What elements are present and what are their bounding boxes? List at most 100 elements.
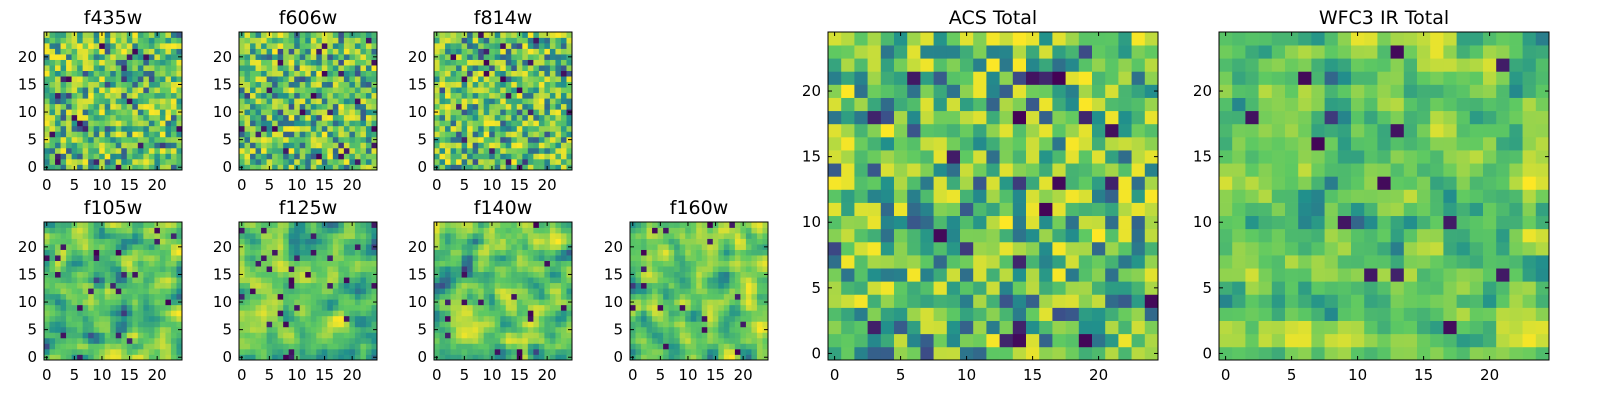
heatmap-cell — [104, 282, 111, 289]
heatmap-cell — [1052, 281, 1066, 295]
heatmap-cell — [272, 142, 278, 149]
heatmap-cell — [77, 131, 83, 138]
heatmap-cell — [104, 98, 111, 105]
heatmap-cell — [756, 277, 763, 284]
heatmap-cell — [450, 255, 457, 261]
heatmap-cell — [500, 81, 507, 88]
y-tick-label: 15 — [18, 75, 37, 93]
heatmap-cell — [165, 103, 172, 110]
heatmap-cell — [960, 346, 974, 361]
heatmap-cell — [71, 48, 78, 55]
heatmap-cell — [828, 268, 842, 282]
heatmap-cell — [494, 136, 501, 143]
heatmap-cell — [250, 227, 256, 234]
heatmap-cell — [533, 164, 540, 171]
heatmap-cell — [544, 103, 551, 110]
heatmap-cell — [718, 266, 725, 273]
heatmap-cell — [522, 310, 529, 317]
heatmap-cell — [483, 299, 490, 306]
heatmap-cell — [88, 249, 95, 256]
heatmap-cell — [516, 153, 523, 160]
heatmap-cell — [299, 59, 306, 66]
heatmap-cell — [538, 244, 545, 250]
heatmap-cell — [745, 348, 752, 355]
heatmap-cell — [137, 114, 144, 121]
heatmap-cell — [288, 293, 295, 300]
heatmap-cell — [560, 70, 567, 77]
heatmap-cell — [960, 320, 974, 335]
heatmap-cell — [472, 293, 479, 300]
heatmap-cell — [327, 114, 334, 121]
heatmap-cell — [472, 326, 479, 333]
heatmap-cell — [88, 266, 95, 273]
heatmap-cell — [566, 255, 573, 261]
heatmap-cell — [1105, 281, 1119, 295]
heatmap-cell — [104, 158, 111, 165]
heatmap-cell — [66, 304, 72, 311]
heatmap-cell — [121, 222, 128, 228]
heatmap-cell — [679, 233, 686, 239]
heatmap-cell — [641, 238, 647, 245]
heatmap-cell — [880, 268, 895, 282]
heatmap-cell — [828, 307, 842, 321]
heatmap-cell — [294, 266, 301, 273]
heatmap-cell — [522, 315, 529, 322]
heatmap-cell — [538, 158, 545, 165]
heatmap-cell — [332, 76, 339, 83]
heatmap-cell — [652, 348, 658, 355]
heatmap-cell — [294, 244, 301, 250]
heatmap-cell — [712, 255, 719, 261]
heatmap-cell — [560, 87, 567, 94]
heatmap-cell — [261, 255, 267, 261]
heatmap-cell — [132, 337, 139, 344]
heatmap-cell — [445, 136, 451, 143]
heatmap-cell — [729, 343, 736, 350]
heatmap-cell — [110, 87, 117, 94]
heatmap-cell — [88, 147, 95, 154]
heatmap-cell — [44, 125, 50, 132]
heatmap-cell — [99, 326, 106, 333]
heatmap-cell — [44, 70, 50, 77]
heatmap-cell — [371, 315, 378, 322]
heatmap-cell — [505, 321, 512, 328]
heatmap-cell — [657, 255, 664, 261]
heatmap-cell — [305, 92, 312, 99]
heatmap-cell — [478, 249, 485, 256]
heatmap-cell — [527, 332, 534, 339]
heatmap-cell — [549, 271, 556, 278]
heatmap-cell — [729, 354, 736, 361]
heatmap-cell — [538, 87, 545, 94]
heatmap-cell — [1052, 215, 1066, 230]
heatmap-cell — [657, 343, 664, 350]
heatmap-cell — [170, 92, 177, 99]
heatmap-cell — [505, 227, 512, 234]
heatmap-cell — [450, 65, 457, 71]
heatmap-cell — [1131, 320, 1146, 335]
heatmap-cell — [82, 222, 89, 228]
heatmap-cell — [828, 294, 842, 308]
y-tick-label: 20 — [604, 238, 623, 256]
heatmap-cell — [55, 260, 61, 267]
heatmap-cell — [99, 103, 106, 110]
heatmap-cell — [566, 310, 573, 317]
heatmap-cell — [472, 103, 479, 110]
heatmap-cell — [516, 266, 523, 273]
heatmap-cell — [349, 321, 356, 328]
heatmap-cell — [82, 147, 89, 154]
heatmap-cell — [549, 244, 556, 250]
heatmap-cell — [450, 92, 457, 99]
heatmap-cell — [999, 163, 1014, 177]
heatmap-cell — [1118, 320, 1132, 335]
heatmap-cell — [549, 142, 556, 149]
heatmap-cell — [343, 266, 350, 273]
heatmap-cell — [734, 255, 741, 261]
heatmap-cell — [960, 294, 974, 308]
heatmap-cell — [283, 103, 290, 110]
heatmap-cell — [126, 348, 133, 355]
heatmap-cell — [310, 76, 317, 83]
heatmap-cell — [299, 266, 306, 273]
heatmap-cell — [960, 241, 974, 256]
heatmap-cell — [511, 244, 518, 250]
heatmap-cell — [115, 266, 122, 273]
heatmap-cell — [115, 271, 122, 278]
